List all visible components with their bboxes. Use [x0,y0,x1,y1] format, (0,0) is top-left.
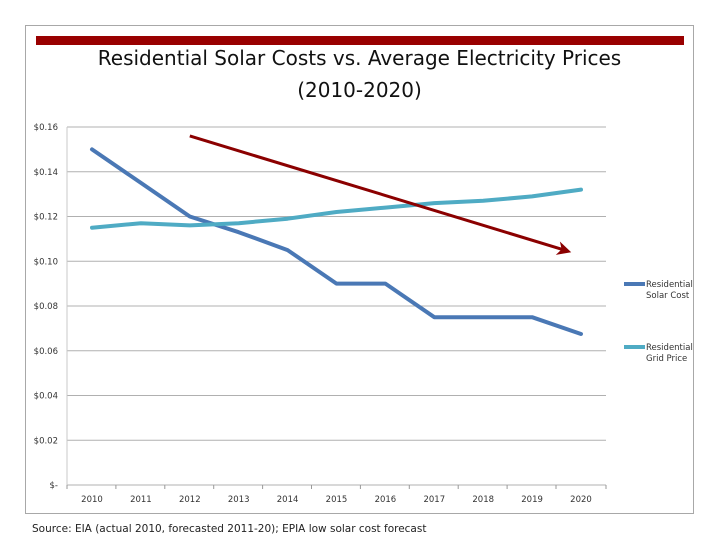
x-tick-label: 2017 [423,495,445,505]
y-tick-label: $0.08 [34,302,58,312]
source-note: Source: EIA (actual 2010, forecasted 201… [32,523,427,535]
chart-title: Residential Solar Costs vs. Average Elec… [97,46,622,70]
x-tick-label: 2011 [130,495,152,505]
x-tick-label: 2019 [521,495,543,505]
y-tick-label: $0.02 [34,436,58,446]
x-tick-label: 2018 [472,495,494,505]
solar-cost-line [90,147,583,336]
y-tick-label: $0.14 [34,168,58,178]
y-tick-label: $0.16 [34,123,58,133]
title-accent-bar [36,36,684,45]
x-tick-label: 2014 [277,495,299,505]
legend-grid-label: Residential [646,343,693,353]
legend-solar-label: Residential [646,280,693,290]
slide-frame [25,25,694,514]
trend-arrow-shaft [189,134,566,252]
y-tick-label: $0.06 [34,347,58,357]
legend-grid-label: Grid Price [646,354,687,364]
y-tick-label: $0.10 [34,257,58,267]
x-tick-label: 2015 [326,495,348,505]
y-tick-label: $0.04 [34,392,58,402]
x-tick-label: 2020 [570,495,592,505]
series-lines [90,147,583,336]
annotations [189,134,572,255]
x-tick-label: 2013 [228,495,250,505]
legend-solar-label: Solar Cost [646,291,690,301]
x-tick-label: 2010 [81,495,103,505]
chart-subtitle: (2010-2020) [297,78,422,102]
y-tick-label: $0.12 [34,213,58,223]
x-tick-label: 2016 [375,495,397,505]
gridlines [67,126,606,486]
trend-arrow-head [555,241,572,255]
grid-price-line [90,187,583,230]
x-tick-label: 2012 [179,495,201,505]
y-tick-label: $- [50,481,58,491]
axes: $- $0.02 $0.04 $0.06 $0.08 $0.10 $0.12 $0.14 $0.… [34,123,607,505]
